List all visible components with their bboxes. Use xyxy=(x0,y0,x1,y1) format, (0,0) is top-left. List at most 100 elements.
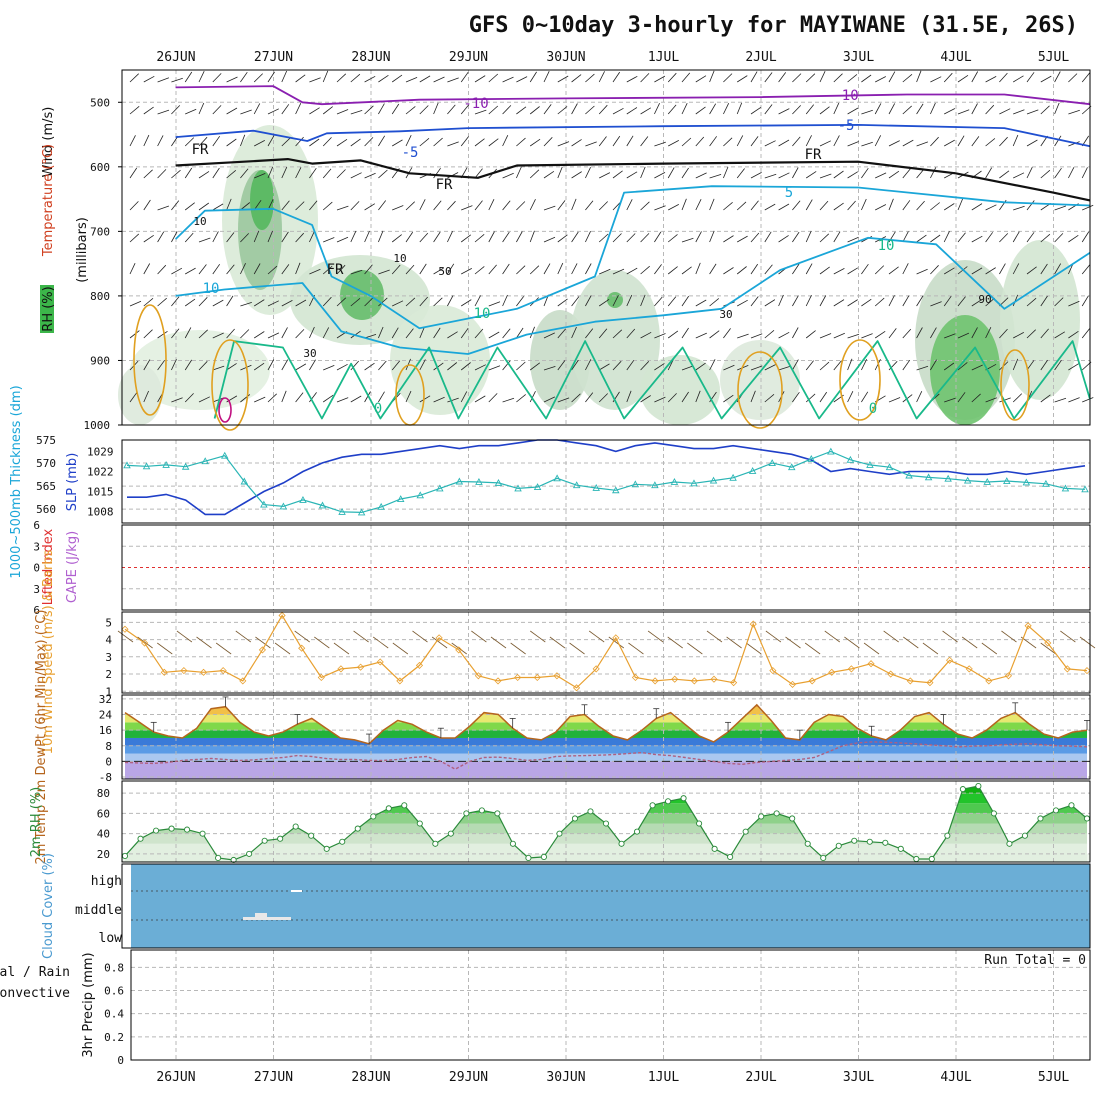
wind-barb xyxy=(281,264,290,275)
wind-barb xyxy=(1081,72,1091,83)
wind-barb xyxy=(295,329,305,339)
wind-barb xyxy=(460,71,469,83)
wind-barb xyxy=(1013,205,1025,211)
temperature-axis-label: Temperature (°C) xyxy=(41,144,56,257)
wind-barb xyxy=(557,75,569,83)
wind-barb xyxy=(709,174,722,179)
isotherm-freezing xyxy=(175,158,1091,202)
rh-marker xyxy=(789,815,796,822)
wind-barb xyxy=(805,230,812,243)
wind-barb xyxy=(378,169,388,179)
wind-barb xyxy=(916,295,924,307)
wind-barb xyxy=(226,295,234,307)
wind-barb xyxy=(792,391,800,403)
wind-barb xyxy=(628,642,644,655)
wind-barb xyxy=(322,201,333,211)
thickness-marker xyxy=(416,491,425,499)
wind-barb xyxy=(985,167,993,179)
wind-barb xyxy=(1040,75,1052,83)
wind-barb xyxy=(281,327,288,339)
wind-barb xyxy=(957,332,970,339)
isotherm-label: 0 xyxy=(869,401,877,417)
rh-marker xyxy=(587,808,594,815)
wind-barb xyxy=(226,198,232,211)
wind-barb xyxy=(405,231,414,243)
slp-tick-label: 1029 xyxy=(87,445,114,458)
wind-barb xyxy=(971,103,978,115)
wind-barb xyxy=(930,265,939,275)
wind-barb xyxy=(253,299,265,307)
wind-barb xyxy=(571,296,580,307)
wind-barb xyxy=(654,231,662,243)
date-label-top: 27JUN xyxy=(254,50,293,65)
thickness-marker xyxy=(279,502,288,510)
wind-speed-marker xyxy=(180,667,188,675)
wind-barb xyxy=(585,200,594,211)
wind-barb xyxy=(433,327,441,339)
wind-barb xyxy=(488,365,501,371)
wind-speed-marker xyxy=(651,677,659,685)
rh-shade-area xyxy=(1000,240,1080,400)
wind-barb xyxy=(764,231,772,243)
wind-barb xyxy=(640,107,652,115)
wind-barb xyxy=(460,234,472,243)
wind-barb xyxy=(171,328,180,339)
rh-tick-label: 40 xyxy=(97,828,110,841)
wind-barb xyxy=(433,76,445,83)
cloud-cover-axis-label: Cloud Cover (%) xyxy=(41,853,56,959)
wind-barb xyxy=(571,198,577,211)
isotherm-label: -5 xyxy=(402,145,419,161)
panel-frame xyxy=(121,611,1091,694)
wind-barb xyxy=(267,393,277,403)
wind-barb xyxy=(433,396,445,403)
wind-barb xyxy=(1012,393,1023,403)
rh-shade-area xyxy=(607,292,623,308)
wind-barb xyxy=(557,360,566,371)
wind-barb xyxy=(281,70,288,83)
wind-barb xyxy=(529,106,540,115)
wind-barb xyxy=(999,233,1009,243)
rh-contour-label: 30 xyxy=(719,308,732,321)
wind-barb xyxy=(957,392,966,403)
wind-barb xyxy=(557,106,568,115)
wind-tick-label: 3 xyxy=(105,651,112,664)
wind-barb xyxy=(129,300,142,307)
wind-barb xyxy=(129,263,136,275)
wind-barb xyxy=(971,136,980,147)
panel-frame xyxy=(121,780,1091,863)
wind-barb xyxy=(750,333,763,339)
wind-barb xyxy=(1040,359,1048,371)
wind-barb xyxy=(916,365,929,371)
wind-barb xyxy=(695,75,707,83)
date-label-top: 2JUL xyxy=(745,50,776,65)
temp-tick-label: 16 xyxy=(99,724,112,737)
wind-barb xyxy=(916,70,922,83)
rh-marker xyxy=(1021,832,1028,839)
wind-barb xyxy=(1040,263,1048,275)
wind-barb xyxy=(985,138,996,147)
wind-barb xyxy=(322,168,332,179)
wind-barb xyxy=(543,236,556,243)
rh-marker xyxy=(121,852,129,859)
wind-barb xyxy=(640,166,646,179)
isotherm-label: FR xyxy=(327,262,344,278)
wind-barb xyxy=(1012,294,1019,307)
temp-tick-label: 0 xyxy=(105,755,112,768)
wind-barb xyxy=(695,172,707,179)
isotherm-label: 10 xyxy=(203,281,220,297)
wind-barb xyxy=(184,393,194,403)
wind-barb xyxy=(626,107,638,115)
wind-barb xyxy=(819,71,826,83)
wind-barb xyxy=(626,360,635,371)
wind-barb xyxy=(709,103,717,115)
wind-barb xyxy=(529,391,536,403)
wind-barb xyxy=(985,104,995,115)
wind-barb xyxy=(571,326,577,339)
wind-barb xyxy=(1040,394,1051,403)
wind-barb xyxy=(833,332,845,339)
wind-barb xyxy=(212,231,219,243)
wind-barb xyxy=(433,297,443,307)
slp-tick-label: 1022 xyxy=(87,465,114,478)
wind-barb xyxy=(985,76,997,83)
thickness-marker xyxy=(240,477,249,485)
